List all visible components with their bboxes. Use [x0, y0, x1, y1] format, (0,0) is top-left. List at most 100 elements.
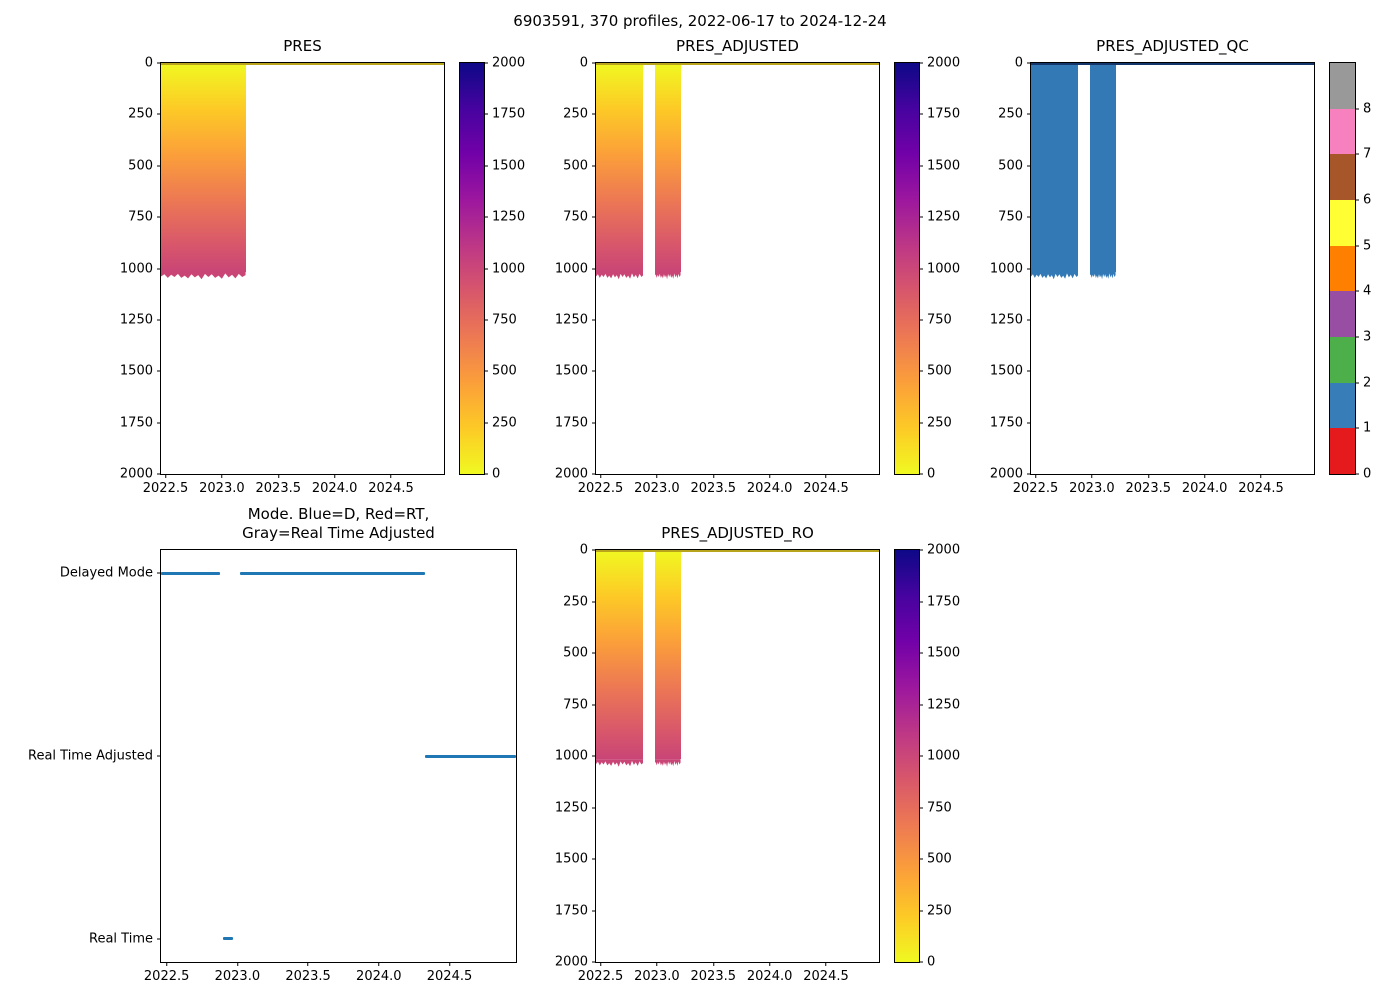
colorbar-band [1330, 245, 1355, 292]
mode-segment-delayed-mode [240, 571, 426, 575]
x-tick: 2022.5 [577, 962, 624, 984]
tick-mark [919, 549, 923, 551]
y-tick: 750 [128, 210, 161, 225]
tick-mark [592, 910, 596, 911]
mode-segment-real-time [223, 937, 234, 941]
colorbar-tick: 750 [919, 800, 952, 815]
tick-mark [919, 807, 923, 808]
tick-text: 2024.5 [803, 969, 849, 984]
tick-text: 2022.5 [577, 969, 624, 984]
x-tick: 2023.0 [215, 962, 260, 984]
tick-mark [919, 652, 923, 654]
y-tick: 2000 [555, 467, 596, 482]
tick-text: 1500 [989, 363, 1023, 379]
tick-text: 1250 [989, 312, 1023, 328]
plot-title-pres-adjusted-qc: PRES_ADJUSTED_QC [1096, 37, 1249, 55]
colorbar-tick: 250 [919, 415, 952, 430]
tick-text: 3 [1363, 329, 1372, 345]
colorbar-tick: 500 [484, 364, 517, 379]
tick-mark [1355, 108, 1359, 110]
tick-mark [484, 370, 488, 372]
colorbar-pres: 0 250 500 750 1000 1250 1500 1750 2000 [459, 56, 525, 482]
tick-text: 250 [492, 415, 517, 431]
y-tick: 0 [1015, 56, 1031, 71]
colorbar-band [1330, 154, 1355, 201]
x-tick: 2023.5 [1126, 474, 1171, 496]
colorbar-tick: 2000 [919, 56, 960, 71]
tick-text: 1750 [492, 106, 526, 122]
tick-text: 1750 [554, 903, 588, 918]
tick-mark [592, 319, 596, 321]
axes-mode: 2022.5 2023.0 2023.5 2024.0 2024.5 Delayed Mo… [28, 549, 517, 984]
tick-text: 0 [927, 466, 936, 482]
tick-mark [600, 962, 601, 966]
tick-mark [825, 474, 827, 478]
x-tick: 2022.5 [1013, 474, 1058, 496]
tick-text: 1250 [554, 312, 588, 328]
y-category-tick: Real Time Adjusted [28, 749, 161, 764]
x-tick: 2022.5 [144, 962, 189, 984]
y-tick: 1500 [555, 852, 596, 867]
jagged-bottom-edge [1031, 271, 1079, 280]
y-tick: 750 [563, 697, 596, 712]
colorbar-tick: 1250 [484, 210, 525, 225]
colorbar-tick: 1000 [919, 261, 960, 276]
tick-mark [166, 962, 168, 966]
tick-mark [484, 62, 488, 64]
tick-text: 2000 [927, 55, 961, 71]
colorbar-tick: 1500 [919, 158, 960, 173]
colorbar-tick: 7 [1355, 147, 1371, 162]
tick-text: 750 [927, 312, 952, 328]
y-tick: 0 [580, 56, 596, 71]
tick-text: 1500 [492, 158, 526, 174]
y-tick: 0 [145, 56, 161, 71]
tick-text: 1750 [119, 415, 153, 431]
tick-mark [919, 319, 923, 321]
tick-text: 2024.5 [1238, 481, 1284, 496]
tick-mark [919, 755, 923, 757]
colorbar-tick: 1250 [919, 210, 960, 225]
tick-mark [592, 652, 596, 654]
colorbar-tick: 3 [1355, 330, 1371, 345]
tick-mark [1355, 153, 1359, 155]
plot-title-mode: Mode. Blue=D, Red=RT, Gray=Real Time Adj… [242, 505, 435, 542]
colorbar-band [1330, 382, 1355, 429]
tick-mark [157, 113, 161, 115]
tick-text: 500 [998, 158, 1023, 174]
tick-text: 4 [1363, 283, 1372, 299]
tick-text: Delayed Mode [59, 565, 153, 581]
jagged-bottom-edge [654, 271, 681, 280]
tick-text: 500 [927, 851, 952, 867]
tick-text: 2000 [492, 55, 526, 71]
tick-mark [656, 474, 658, 478]
colorbar-tick: 1 [1355, 421, 1371, 436]
x-tick: 2023.5 [256, 474, 301, 496]
tick-text: 2024.5 [426, 969, 473, 984]
axes-pres-adjusted-qc: 2022.5 2023.0 2023.5 2024.0 2024.5 0 250 500 750… [990, 56, 1315, 496]
axes-pres-adjusted-ro: 2022.5 2023.0 2023.5 2024.0 2024.5 0 250 500 750… [555, 543, 880, 984]
tick-mark [592, 755, 596, 757]
y-tick: 1250 [120, 312, 161, 327]
tick-text: 2024.5 [803, 481, 849, 496]
y-tick: 1000 [555, 749, 596, 764]
colorbar-tick: 1000 [919, 749, 960, 764]
tick-text: 750 [998, 209, 1023, 225]
y-tick: 2000 [120, 467, 161, 482]
tick-mark [656, 962, 658, 966]
tick-mark [592, 704, 596, 705]
colorbar-tick: 2000 [484, 56, 525, 71]
colorbar-tick: 4 [1355, 284, 1371, 299]
tick-text: 1750 [927, 106, 961, 122]
tick-mark [712, 474, 714, 478]
tick-mark [157, 165, 161, 167]
tick-mark [919, 704, 923, 705]
colorbar-tick: 1250 [919, 697, 960, 712]
tick-mark [919, 910, 923, 911]
data-block [596, 63, 644, 280]
tick-text: 2000 [554, 954, 588, 970]
tick-text: 2024.0 [356, 969, 402, 984]
colorbar-tick: 1750 [484, 107, 525, 122]
tick-text: 750 [563, 209, 588, 225]
tick-text: 1500 [554, 851, 588, 867]
axes-pres-adjusted: 2022.5 2023.0 2023.5 2024.0 2024.5 0 250 500 750… [555, 56, 880, 496]
